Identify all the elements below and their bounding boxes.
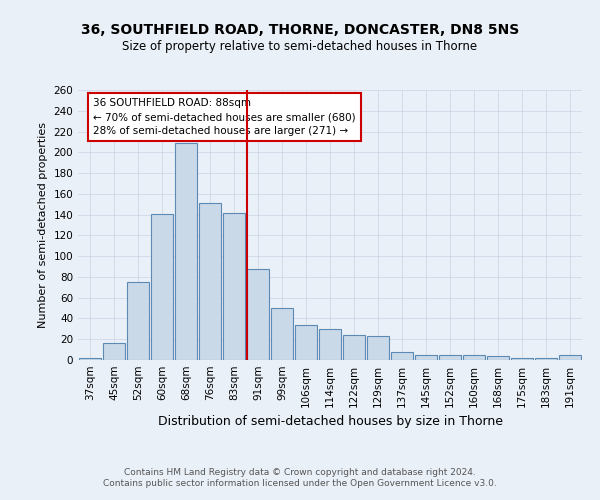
Text: Contains HM Land Registry data © Crown copyright and database right 2024.
Contai: Contains HM Land Registry data © Crown c… <box>103 468 497 487</box>
Bar <box>103 344 125 360</box>
Bar <box>151 214 173 360</box>
Bar <box>511 358 533 360</box>
Text: Size of property relative to semi-detached houses in Thorne: Size of property relative to semi-detach… <box>122 40 478 53</box>
Bar <box>535 358 557 360</box>
Bar <box>79 358 101 360</box>
Y-axis label: Number of semi-detached properties: Number of semi-detached properties <box>38 122 48 328</box>
Bar <box>223 212 245 360</box>
X-axis label: Distribution of semi-detached houses by size in Thorne: Distribution of semi-detached houses by … <box>157 416 503 428</box>
Bar <box>367 336 389 360</box>
Bar <box>175 143 197 360</box>
Bar <box>127 282 149 360</box>
Text: 36, SOUTHFIELD ROAD, THORNE, DONCASTER, DN8 5NS: 36, SOUTHFIELD ROAD, THORNE, DONCASTER, … <box>81 22 519 36</box>
Bar <box>463 355 485 360</box>
Bar <box>247 268 269 360</box>
Text: 36 SOUTHFIELD ROAD: 88sqm
← 70% of semi-detached houses are smaller (680)
28% of: 36 SOUTHFIELD ROAD: 88sqm ← 70% of semi-… <box>93 98 356 136</box>
Bar <box>487 356 509 360</box>
Bar <box>271 308 293 360</box>
Bar <box>391 352 413 360</box>
Bar <box>559 355 581 360</box>
Bar <box>415 355 437 360</box>
Bar <box>295 324 317 360</box>
Bar <box>199 203 221 360</box>
Bar <box>439 355 461 360</box>
Bar <box>343 335 365 360</box>
Bar <box>319 329 341 360</box>
